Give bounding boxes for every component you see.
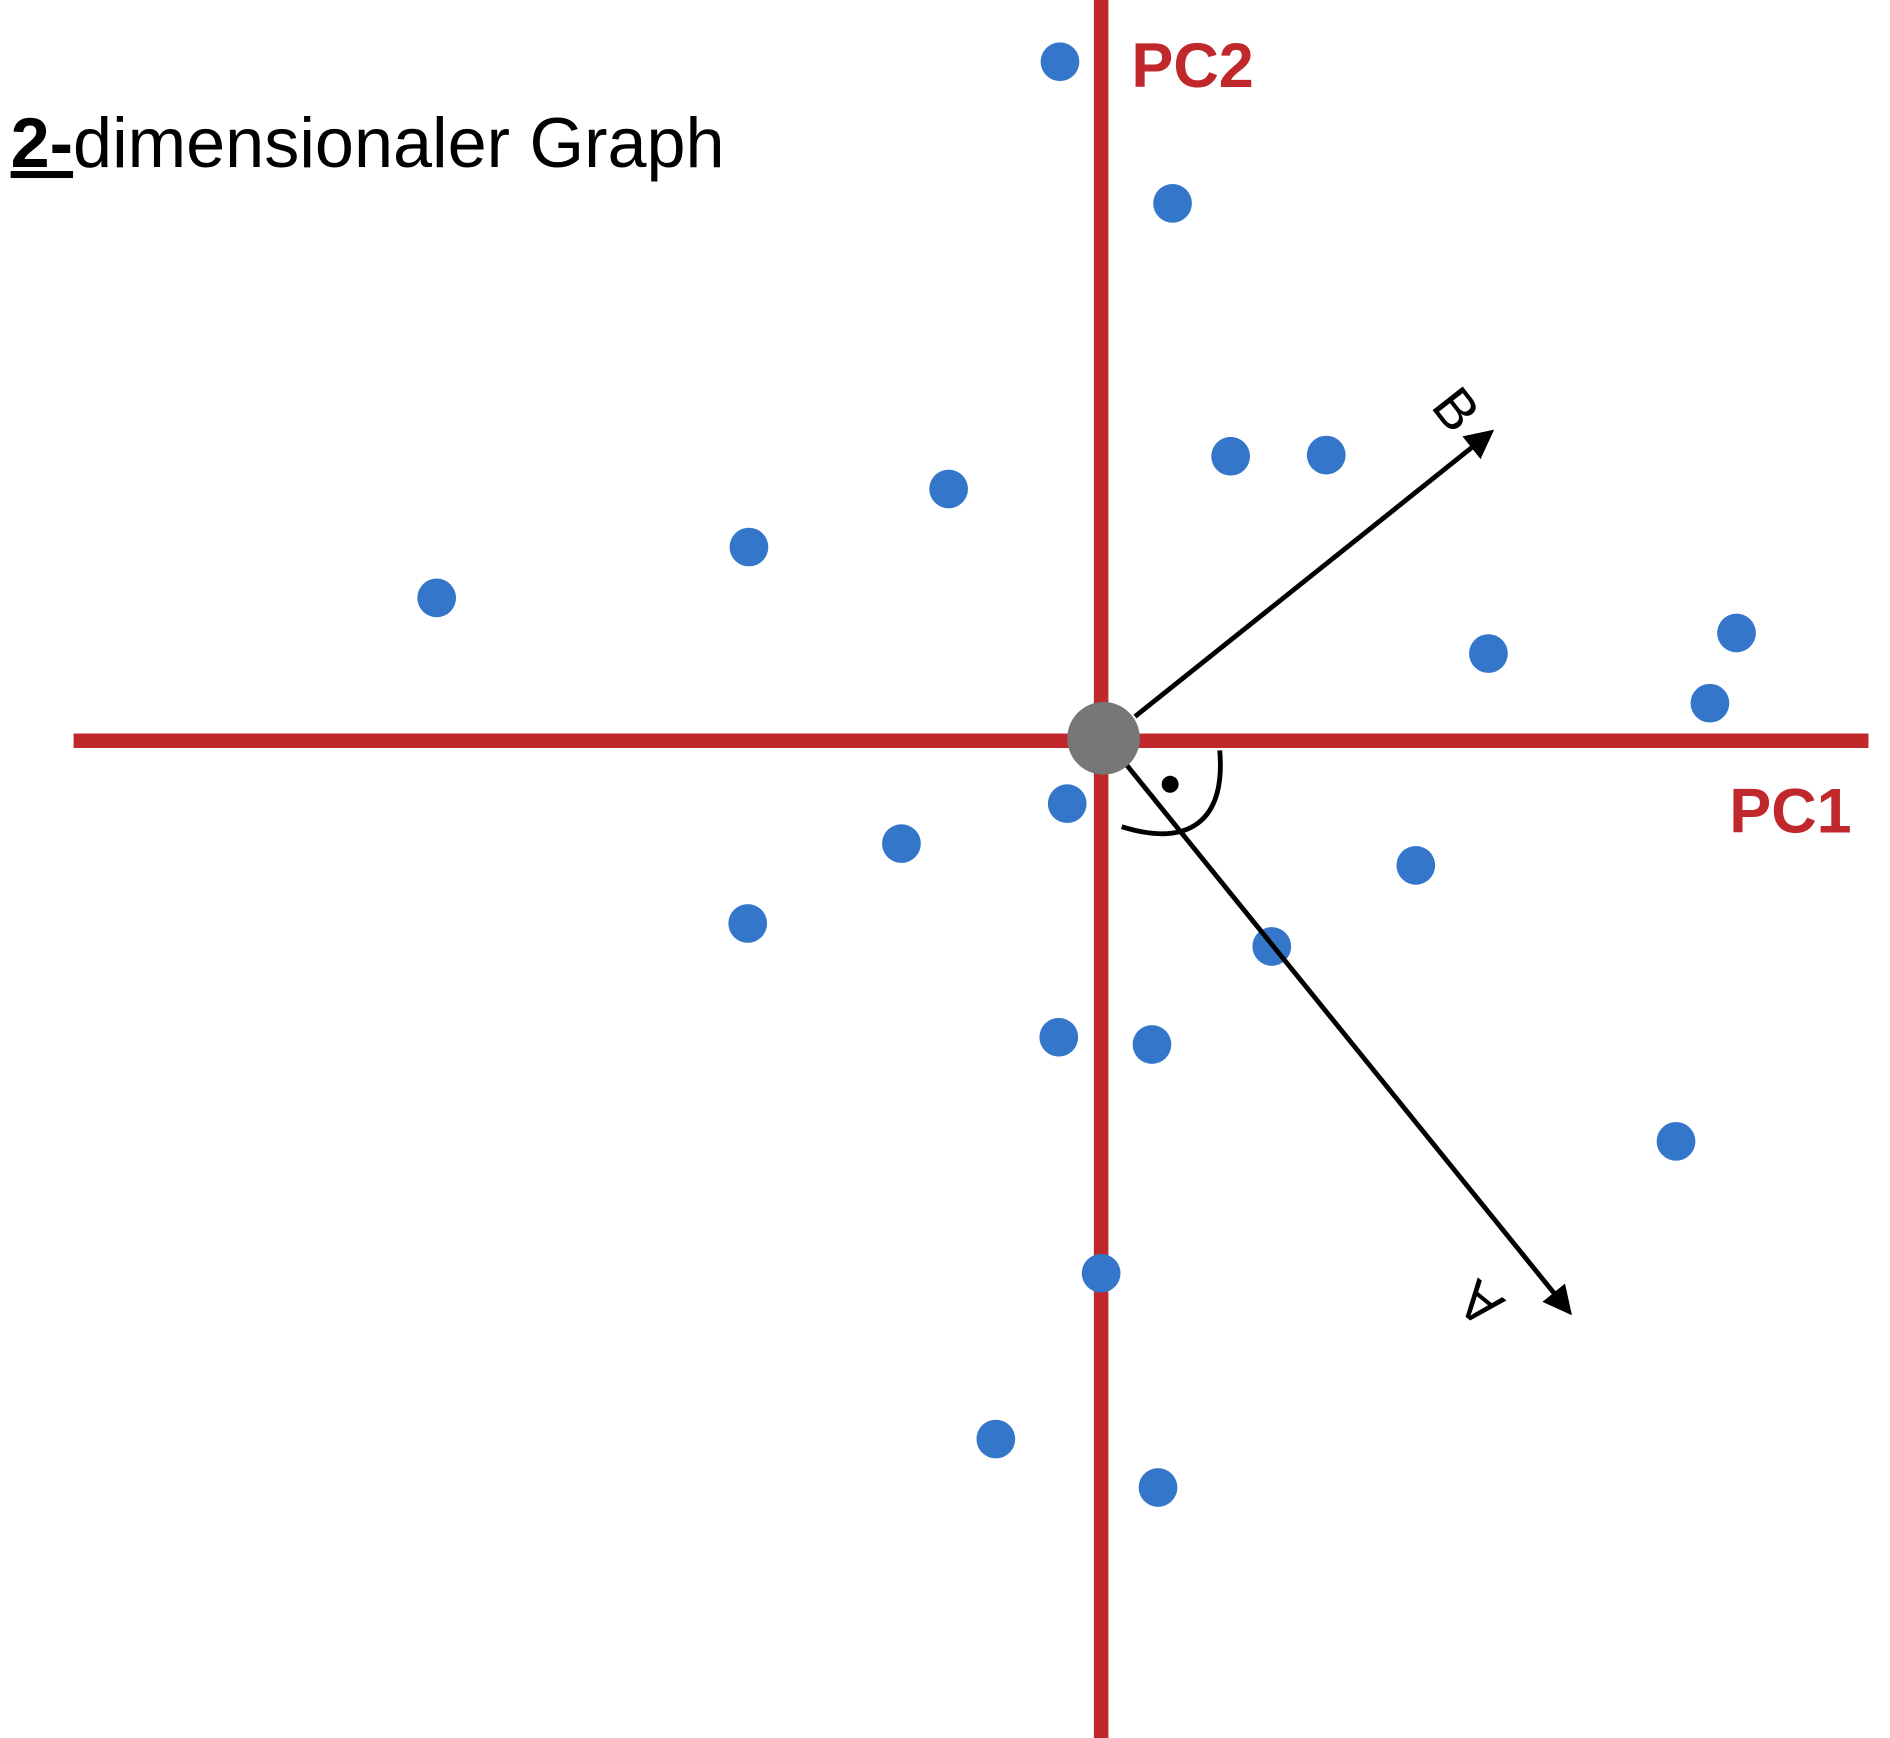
point bbox=[882, 824, 921, 863]
point bbox=[1656, 1121, 1696, 1161]
point bbox=[1396, 846, 1436, 885]
title-text: dimensionaler Graph bbox=[73, 103, 725, 182]
title-number: 2- bbox=[11, 103, 73, 182]
point bbox=[976, 1419, 1016, 1459]
right-angle-arc bbox=[1120, 750, 1223, 837]
point bbox=[1153, 183, 1192, 223]
right-angle-dot bbox=[1161, 775, 1179, 793]
data-points bbox=[417, 42, 1756, 1507]
pc1-label: PC1 bbox=[1729, 777, 1851, 847]
point bbox=[1039, 1017, 1079, 1057]
origin bbox=[1067, 701, 1140, 775]
point bbox=[728, 904, 768, 943]
vector-b-label: B bbox=[1420, 376, 1492, 443]
vector-a-label: A bbox=[1445, 1267, 1514, 1339]
point bbox=[1717, 613, 1756, 653]
pc2-label: PC2 bbox=[1131, 31, 1253, 101]
point bbox=[1081, 1253, 1121, 1293]
point bbox=[929, 469, 968, 509]
title: 2-dimensionaler Graph bbox=[11, 103, 725, 182]
vector-a bbox=[1124, 763, 1572, 1316]
point bbox=[1138, 1468, 1178, 1507]
point bbox=[729, 527, 769, 567]
point bbox=[417, 578, 457, 618]
point bbox=[1211, 436, 1250, 476]
vector-b bbox=[1133, 429, 1495, 719]
point bbox=[1690, 683, 1730, 723]
point bbox=[1306, 435, 1346, 475]
point bbox=[1132, 1025, 1172, 1064]
point bbox=[1047, 784, 1087, 824]
point bbox=[1469, 634, 1508, 673]
point bbox=[1040, 42, 1080, 82]
